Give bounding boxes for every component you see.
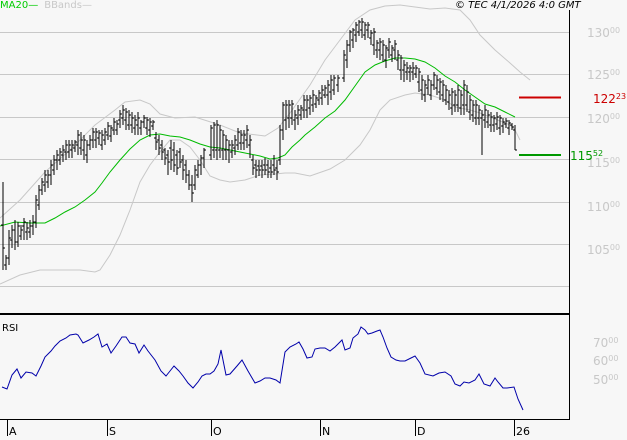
copyright-timestamp: © TEC 4/1/2026 4:0 GMT bbox=[455, 0, 581, 11]
time-axis-ticks bbox=[7, 420, 515, 436]
rsi-label-70: 7000 bbox=[593, 336, 619, 350]
ohlc-bars bbox=[1, 18, 517, 270]
bollinger-bands bbox=[0, 4, 531, 285]
support-label: 11552 bbox=[570, 149, 604, 163]
x-label-sep: S bbox=[109, 425, 116, 438]
price-label-130: 13000 bbox=[587, 26, 621, 40]
rsi-line bbox=[1, 326, 524, 411]
x-label-2026: 26 bbox=[516, 425, 530, 438]
resistance-label: 12223 bbox=[593, 92, 627, 106]
rsi-label-60: 6000 bbox=[593, 354, 619, 368]
price-label-115: 11500 bbox=[587, 156, 621, 170]
price-label-105: 10500 bbox=[587, 243, 621, 257]
legend-bbands: BBands— bbox=[44, 0, 92, 11]
price-label-125: 12500 bbox=[587, 68, 621, 82]
price-label-120: 12000 bbox=[587, 112, 621, 126]
x-label-dec: D bbox=[417, 425, 426, 438]
ma20-line bbox=[0, 57, 516, 227]
x-label-aug: A bbox=[9, 425, 17, 438]
legend-ma20: MA20— bbox=[0, 0, 39, 11]
price-gridlines bbox=[0, 32, 569, 287]
x-label-nov: N bbox=[322, 425, 331, 438]
rsi-label-50: 5000 bbox=[593, 373, 619, 387]
price-label-110: 11000 bbox=[587, 200, 621, 214]
x-label-oct: O bbox=[213, 425, 222, 438]
chart-legend: MA20— BBands— bbox=[0, 0, 92, 12]
rsi-panel-title: RSI bbox=[2, 323, 19, 334]
